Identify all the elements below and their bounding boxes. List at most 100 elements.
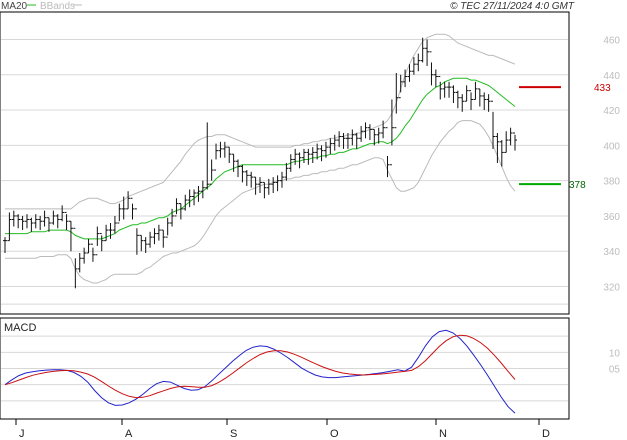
ohlc-bar: [469, 90, 474, 111]
ohlc-bar: [447, 81, 452, 98]
ohlc-bar: [209, 159, 214, 185]
ohlc-bar: [187, 189, 192, 208]
ohlc-bar: [139, 234, 144, 252]
ohlc-bar: [354, 133, 359, 149]
ohlc-bar: [77, 253, 82, 273]
ohlc-bar: [68, 220, 73, 252]
macd-series-line: [4, 329, 516, 414]
support-level-label: 378: [569, 180, 586, 191]
ohlc-bar: [323, 141, 328, 158]
ohlc-bar: [288, 154, 293, 172]
ohlc-bar: [143, 237, 148, 253]
ohlc-bar: [156, 224, 161, 241]
price-axis-ticks: 320 340 360 380 400 420 440 460: [603, 35, 620, 293]
ohlc-bar: [433, 69, 438, 88]
ohlc-bar: [381, 120, 386, 139]
ohlc-bar: [385, 127, 390, 178]
macd-title: MACD: [4, 322, 36, 334]
x-tick-label: J: [19, 428, 25, 440]
ohlc-bar: [306, 148, 311, 165]
ohlc-bar: [297, 152, 302, 169]
ohlc-bar: [508, 127, 513, 146]
ohlc-bar: [350, 129, 355, 146]
ohlc-bar: [262, 181, 267, 199]
ohlc-bar: [205, 122, 210, 190]
ohlc-bar: [403, 69, 408, 88]
ohlc-bar: [341, 133, 346, 149]
price-tick-label: 340: [603, 247, 620, 258]
ohlc-bar: [301, 148, 306, 163]
ohlc-bar: [108, 223, 113, 239]
ohlc-bar: [477, 88, 482, 107]
price-panel-frame: [0, 11, 570, 315]
price-levels: 433 378: [519, 83, 611, 191]
ma20-line: [5, 77, 516, 240]
ohlc-bar: [376, 127, 381, 144]
ohlc-bar: [293, 148, 298, 165]
ohlc-bar: [315, 143, 320, 160]
price-tick-label: 460: [603, 35, 620, 46]
ohlc-bar: [29, 217, 34, 232]
ohlc-bar: [328, 138, 333, 155]
ohlc-bar: [513, 132, 517, 151]
ohlc-bar: [152, 228, 157, 245]
ohlc-bar: [411, 57, 416, 75]
ohlc-bar: [130, 197, 135, 220]
ohlc-bar: [460, 94, 465, 112]
ohlc-bar: [178, 203, 183, 220]
macd-axis-ticks: 10 05: [609, 348, 621, 375]
ohlc-bars: [3, 37, 517, 289]
macd-lines: [4, 329, 516, 414]
x-tick-label: S: [230, 428, 237, 440]
ohlc-bar: [275, 175, 280, 192]
ohlc-bar: [174, 198, 179, 217]
ohlc-bar: [495, 133, 500, 163]
ohlc-bar: [64, 211, 69, 231]
ohlc-bar: [82, 247, 87, 264]
ohlc-bar: [486, 94, 491, 112]
ohlc-bar: [367, 124, 372, 141]
ohlc-bar: [372, 128, 377, 146]
ohlc-bar: [16, 214, 21, 229]
ohlc-bar: [20, 215, 25, 231]
ohlc-bar: [117, 203, 122, 224]
bb-upper-line: [5, 33, 516, 210]
ohlc-bar: [121, 196, 126, 220]
ohlc-bar: [42, 210, 47, 227]
ohlc-bar: [227, 146, 232, 163]
price-tick-label: 380: [603, 177, 620, 188]
x-tick-label: O: [330, 428, 339, 440]
source-timestamp: © TEC 27/11/2024 4:0 GMT: [450, 1, 575, 12]
ohlc-bar: [442, 81, 447, 98]
ohlc-bar: [126, 191, 131, 210]
price-panel: 320 340 360 380 400 420 440 460 433 378: [0, 11, 620, 315]
x-tick-label: N: [439, 428, 447, 440]
ohlc-bar: [161, 229, 166, 248]
legend-bbands-label: BBands: [40, 1, 75, 12]
macd-tick-label: 10: [609, 348, 621, 359]
ohlc-bar: [425, 39, 430, 66]
ohlc-bar: [258, 177, 262, 193]
ohlc-bar: [148, 231, 153, 248]
price-tick-label: 440: [603, 71, 620, 82]
ohlc-bar: [332, 134, 337, 151]
resistance-level-label: 433: [594, 83, 611, 94]
ohlc-bar: [7, 212, 12, 242]
legend-ma20-label: MA20: [1, 1, 28, 12]
ohlc-bar: [90, 243, 95, 262]
ohlc-bar: [60, 205, 65, 222]
ohlc-bar: [38, 215, 43, 231]
ohlc-bar: [271, 177, 276, 193]
ohlc-bar: [451, 85, 456, 103]
macd-panel: 10 05 MACD: [0, 317, 621, 420]
ohlc-bar: [222, 141, 227, 158]
ohlc-bar: [482, 92, 487, 111]
ohlc-bar: [46, 217, 51, 232]
ohlc-bar: [266, 178, 271, 195]
ohlc-bar: [345, 133, 350, 149]
ohlc-bar: [473, 81, 478, 100]
ohlc-bar: [240, 164, 245, 183]
macd-tick-label: 05: [609, 365, 621, 376]
ma20-series-line: [5, 77, 516, 240]
ohlc-bar: [95, 226, 100, 256]
